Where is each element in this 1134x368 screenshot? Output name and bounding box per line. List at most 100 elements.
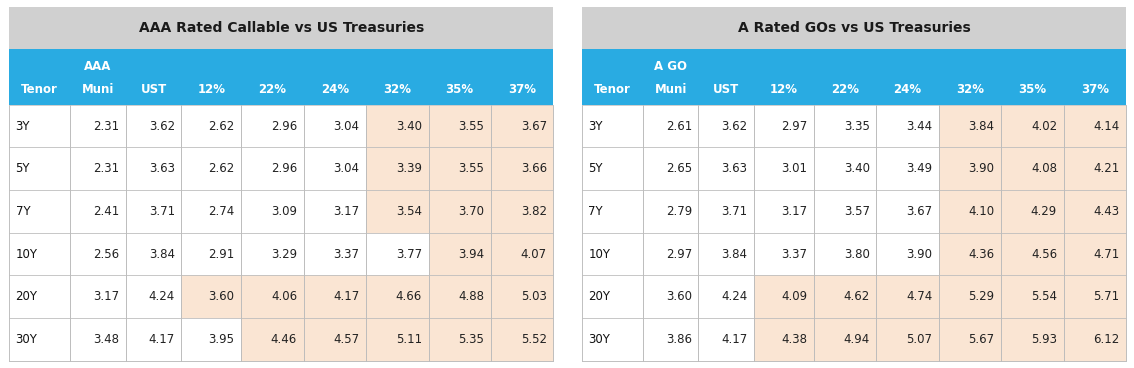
- Bar: [181, 105, 242, 148]
- Text: 37%: 37%: [508, 83, 536, 96]
- Text: 4.36: 4.36: [968, 248, 995, 261]
- Text: 3Y: 3Y: [589, 120, 603, 133]
- Bar: [643, 275, 699, 318]
- Bar: [429, 190, 491, 233]
- Bar: [582, 7, 1126, 49]
- Bar: [939, 148, 1001, 190]
- Bar: [429, 275, 491, 318]
- Text: 3.48: 3.48: [93, 333, 119, 346]
- Text: 32%: 32%: [956, 83, 984, 96]
- Bar: [126, 190, 181, 233]
- Text: 5Y: 5Y: [589, 162, 603, 175]
- Bar: [582, 105, 643, 148]
- Text: 3.70: 3.70: [458, 205, 484, 218]
- Text: 3.62: 3.62: [721, 120, 747, 133]
- Bar: [939, 233, 1001, 275]
- Bar: [1001, 318, 1064, 361]
- Bar: [814, 190, 877, 233]
- Bar: [699, 148, 754, 190]
- Bar: [877, 105, 939, 148]
- Text: Muni: Muni: [654, 83, 687, 96]
- Text: 4.07: 4.07: [521, 248, 547, 261]
- Bar: [814, 148, 877, 190]
- Text: 5Y: 5Y: [16, 162, 31, 175]
- Bar: [1001, 233, 1064, 275]
- Bar: [1064, 148, 1126, 190]
- Text: 3.55: 3.55: [458, 120, 484, 133]
- Text: 22%: 22%: [831, 83, 860, 96]
- Text: 3.37: 3.37: [781, 248, 807, 261]
- Text: 2.96: 2.96: [271, 120, 297, 133]
- Bar: [126, 105, 181, 148]
- Text: 5.35: 5.35: [458, 333, 484, 346]
- Text: 3.17: 3.17: [333, 205, 359, 218]
- Bar: [9, 49, 553, 105]
- Bar: [9, 190, 70, 233]
- Bar: [9, 105, 70, 148]
- Text: 4.56: 4.56: [1031, 248, 1057, 261]
- Bar: [9, 7, 553, 49]
- Bar: [582, 233, 643, 275]
- Bar: [242, 275, 304, 318]
- Text: 3.77: 3.77: [396, 248, 422, 261]
- Text: Tenor: Tenor: [22, 83, 58, 96]
- Bar: [366, 275, 429, 318]
- Text: 3.09: 3.09: [271, 205, 297, 218]
- Bar: [939, 105, 1001, 148]
- Bar: [304, 275, 366, 318]
- Text: 30Y: 30Y: [16, 333, 37, 346]
- Text: 3Y: 3Y: [16, 120, 31, 133]
- Bar: [126, 148, 181, 190]
- Bar: [1064, 318, 1126, 361]
- Bar: [877, 275, 939, 318]
- Text: AAA Rated Callable vs US Treasuries: AAA Rated Callable vs US Treasuries: [138, 21, 424, 35]
- Text: 12%: 12%: [197, 83, 226, 96]
- Bar: [939, 190, 1001, 233]
- Bar: [1064, 233, 1126, 275]
- Bar: [429, 148, 491, 190]
- Bar: [582, 49, 1126, 105]
- Bar: [491, 190, 553, 233]
- Bar: [242, 105, 304, 148]
- Text: AAA: AAA: [84, 60, 111, 73]
- Bar: [9, 148, 70, 190]
- Text: 3.63: 3.63: [149, 162, 175, 175]
- Bar: [366, 318, 429, 361]
- Bar: [181, 233, 242, 275]
- Text: 4.17: 4.17: [721, 333, 747, 346]
- Bar: [242, 318, 304, 361]
- Text: 3.67: 3.67: [906, 205, 932, 218]
- Bar: [699, 190, 754, 233]
- Bar: [429, 105, 491, 148]
- Bar: [754, 148, 814, 190]
- Text: 7Y: 7Y: [589, 205, 603, 218]
- Bar: [181, 148, 242, 190]
- Text: 35%: 35%: [1018, 83, 1047, 96]
- Text: 5.03: 5.03: [521, 290, 547, 303]
- Bar: [429, 233, 491, 275]
- Bar: [491, 233, 553, 275]
- Text: 3.29: 3.29: [271, 248, 297, 261]
- Text: 3.90: 3.90: [906, 248, 932, 261]
- Text: 2.65: 2.65: [666, 162, 692, 175]
- Text: 4.57: 4.57: [333, 333, 359, 346]
- Text: 4.38: 4.38: [781, 333, 807, 346]
- Text: 5.07: 5.07: [906, 333, 932, 346]
- Text: 30Y: 30Y: [589, 333, 610, 346]
- Bar: [754, 318, 814, 361]
- Bar: [70, 318, 126, 361]
- Text: 4.94: 4.94: [844, 333, 870, 346]
- Text: 4.24: 4.24: [149, 290, 175, 303]
- Bar: [814, 105, 877, 148]
- Bar: [582, 190, 643, 233]
- Text: 35%: 35%: [446, 83, 474, 96]
- Text: 2.62: 2.62: [209, 162, 235, 175]
- Bar: [304, 105, 366, 148]
- Bar: [9, 233, 70, 275]
- Bar: [429, 318, 491, 361]
- Bar: [304, 233, 366, 275]
- Text: 2.91: 2.91: [209, 248, 235, 261]
- Text: 5.67: 5.67: [968, 333, 995, 346]
- Text: 3.44: 3.44: [906, 120, 932, 133]
- Bar: [939, 275, 1001, 318]
